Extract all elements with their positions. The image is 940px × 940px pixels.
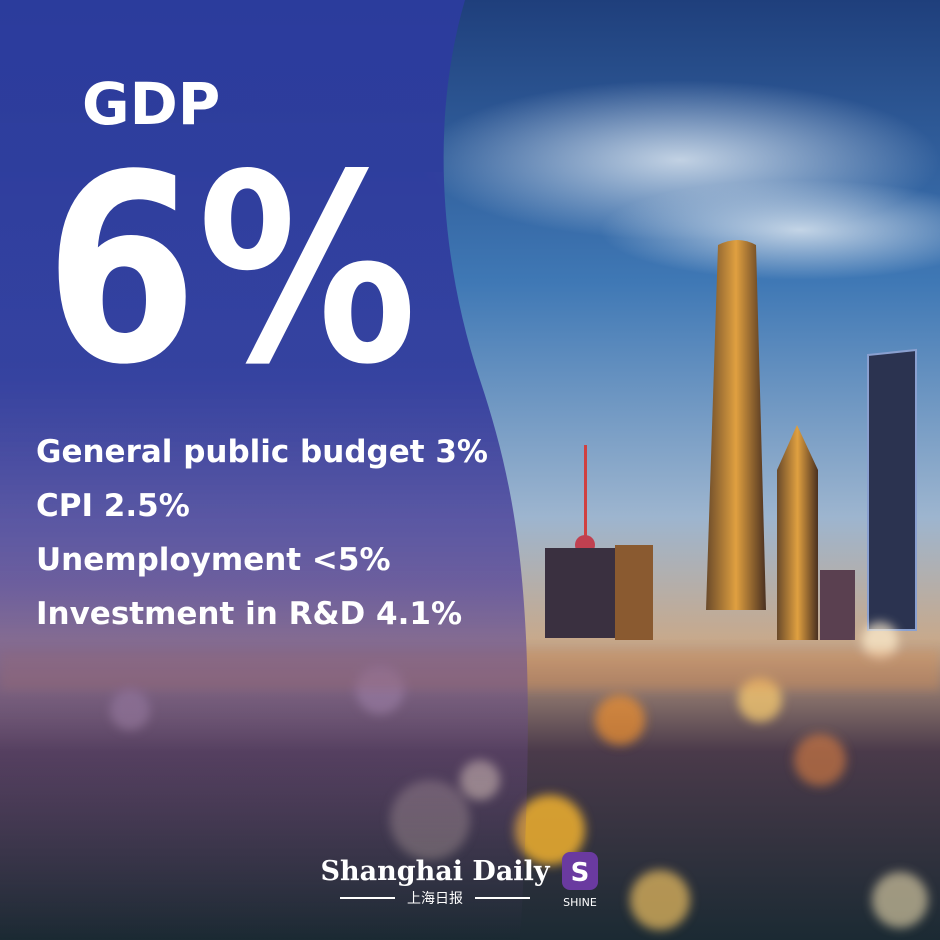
logo-text: SHINE (563, 896, 597, 909)
brand: Shanghai Daily (320, 856, 550, 887)
building (820, 570, 855, 640)
target-item: General public budget 3% (36, 434, 488, 470)
shanghai-tower (706, 240, 766, 610)
building (615, 545, 653, 640)
bokeh (595, 695, 645, 745)
logo-letter: S (571, 858, 590, 888)
footer: Shanghai Daily 上海日报 S SHINE (320, 852, 598, 909)
target-item: Investment in R&D 4.1% (36, 596, 462, 632)
bokeh (515, 795, 585, 865)
target-item: Unemployment <5% (36, 542, 391, 578)
bokeh (862, 622, 898, 658)
bokeh (630, 870, 690, 930)
brand-chinese: 上海日报 (407, 891, 463, 907)
headline-label: GDP (82, 70, 220, 138)
blue-panel (0, 0, 528, 940)
targets-list: General public budget 3% CPI 2.5% Unemploy… (36, 434, 488, 632)
jin-mao-tower (777, 425, 818, 640)
cloud (600, 180, 940, 280)
skyline (545, 240, 917, 640)
building (545, 548, 615, 638)
tv-tower-spire (584, 445, 587, 545)
bokeh (872, 872, 928, 928)
world-financial-center (867, 348, 917, 631)
bokeh (794, 734, 846, 786)
headline-value: 6% (45, 120, 417, 422)
logo-badge (562, 852, 598, 890)
target-item: CPI 2.5% (36, 488, 190, 524)
